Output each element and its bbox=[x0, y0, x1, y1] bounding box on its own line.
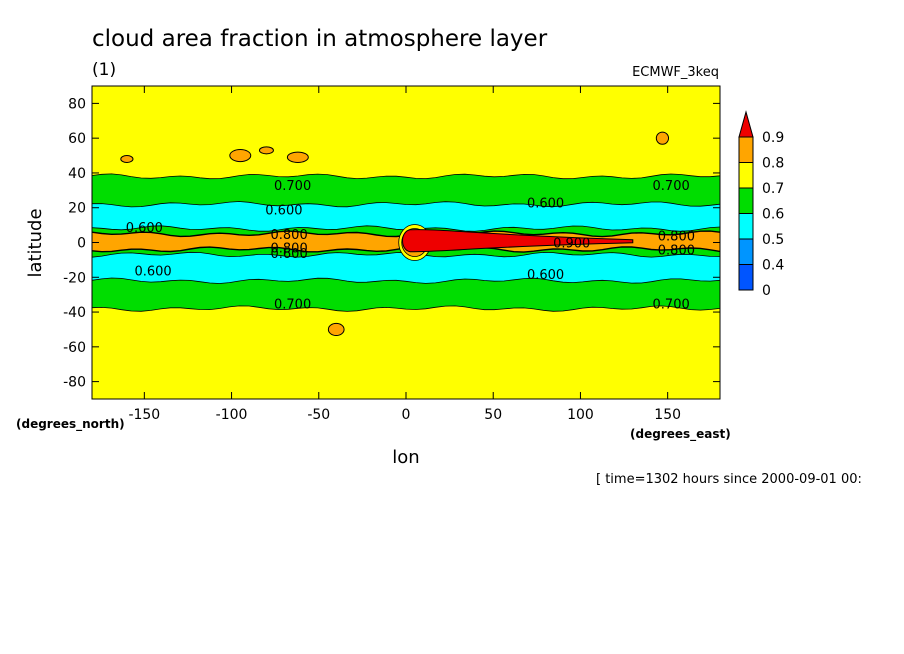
x-tick-label-5: 100 bbox=[567, 407, 594, 423]
contour-label-7: 0.600 bbox=[271, 247, 308, 262]
colorbar-cell-2 bbox=[738, 162, 754, 189]
contour-line-7 bbox=[92, 277, 720, 284]
contour-label-5: 0.800 bbox=[271, 228, 308, 243]
y-tick-label-7: -60 bbox=[63, 340, 86, 356]
high-patch-3 bbox=[120, 155, 134, 164]
contour-line-2 bbox=[92, 201, 720, 208]
contour-label-2: 0.600 bbox=[265, 203, 302, 218]
colorbar-label-1: 0.8 bbox=[762, 156, 784, 172]
lat-band-8 bbox=[92, 305, 720, 399]
contour-label-12: 0.600 bbox=[527, 268, 564, 283]
y-tick-label-3: 20 bbox=[68, 201, 86, 217]
y-tick-label-1: 60 bbox=[68, 131, 86, 147]
contour-label-6: 0.800 bbox=[271, 242, 308, 257]
x-tick-label-0: -150 bbox=[128, 407, 160, 423]
contour-label-14: 0.700 bbox=[653, 297, 690, 312]
colorbar-label-5: 0.4 bbox=[762, 258, 784, 274]
colorbar-cell-6 bbox=[738, 264, 754, 291]
x-axis-label: lon bbox=[392, 447, 419, 468]
contour-line-1 bbox=[92, 173, 720, 180]
contour-label-0: 0.700 bbox=[274, 179, 311, 194]
lat-band-1 bbox=[92, 173, 720, 207]
x-tick-label-4: 50 bbox=[484, 407, 502, 423]
y-axis: 80 60 40 20 0 -20 -40 -60 -80 bbox=[63, 96, 720, 391]
contour-label-1: 0.700 bbox=[653, 179, 690, 194]
colorbar-cell-0 bbox=[738, 110, 754, 138]
y-tick-label-2: 40 bbox=[68, 166, 86, 182]
colorbar-cell-4 bbox=[738, 213, 754, 240]
y-tick-label-0: 80 bbox=[68, 96, 86, 112]
y-tick-label-8: -80 bbox=[63, 375, 86, 391]
chart-title: cloud area fraction in atmosphere layer bbox=[92, 26, 548, 52]
x-axis: -150 -100 -50 0 50 100 150 bbox=[128, 86, 681, 423]
x-tick-label-6: 150 bbox=[654, 407, 681, 423]
high-patch-1 bbox=[258, 146, 274, 155]
lat-band-7 bbox=[92, 278, 720, 312]
contour-label-13: 0.700 bbox=[274, 297, 311, 312]
high-patch-4 bbox=[655, 131, 670, 145]
y-unit-label: (degrees_north) bbox=[16, 417, 125, 432]
contour-label-10: 0.800 bbox=[658, 243, 695, 258]
contour-label-3: 0.600 bbox=[527, 197, 564, 212]
time-note: [ time=1302 hours since 2000-09-01 00: bbox=[596, 472, 862, 487]
colorbar: 0.9 0.8 0.7 0.6 0.5 0.4 0 bbox=[738, 110, 784, 299]
y-tick-label-5: -20 bbox=[63, 270, 86, 286]
x-unit-label: (degrees_east) bbox=[630, 427, 731, 442]
colorbar-cell-1 bbox=[738, 136, 754, 163]
x-tick-label-3: 0 bbox=[402, 407, 411, 423]
contour-label-11: 0.600 bbox=[134, 264, 171, 279]
colorbar-label-3: 0.6 bbox=[762, 207, 784, 223]
colorbar-cell-3 bbox=[738, 187, 754, 214]
y-tick-label-4: 0 bbox=[77, 236, 86, 252]
lat-band-2 bbox=[92, 201, 720, 232]
chart-subtitle: (1) bbox=[92, 60, 116, 80]
max-region bbox=[402, 229, 634, 253]
contour-label-8: 0.800 bbox=[658, 230, 695, 245]
colorbar-label-6: 0 bbox=[762, 283, 771, 299]
source-label: ECMWF_3keq bbox=[632, 65, 719, 80]
contour-label-4: 0.600 bbox=[126, 221, 163, 236]
x-tick-label-2: -50 bbox=[307, 407, 330, 423]
y-axis-label: latitude bbox=[25, 208, 46, 277]
high-patch-2 bbox=[286, 151, 309, 164]
contour-label-9: 0.900 bbox=[553, 237, 590, 252]
colorbar-label-0: 0.9 bbox=[762, 130, 784, 146]
high-patch-5 bbox=[327, 322, 345, 337]
contour-line-8 bbox=[92, 305, 720, 312]
lat-band-0 bbox=[92, 86, 720, 179]
y-tick-label-6: -40 bbox=[63, 305, 86, 321]
colorbar-cell-5 bbox=[738, 238, 754, 265]
lat-band-6 bbox=[92, 252, 720, 284]
x-tick-label-1: -100 bbox=[216, 407, 248, 423]
colorbar-label-2: 0.7 bbox=[762, 181, 784, 197]
colorbar-label-4: 0.5 bbox=[762, 232, 784, 248]
high-patch-0 bbox=[229, 148, 252, 163]
